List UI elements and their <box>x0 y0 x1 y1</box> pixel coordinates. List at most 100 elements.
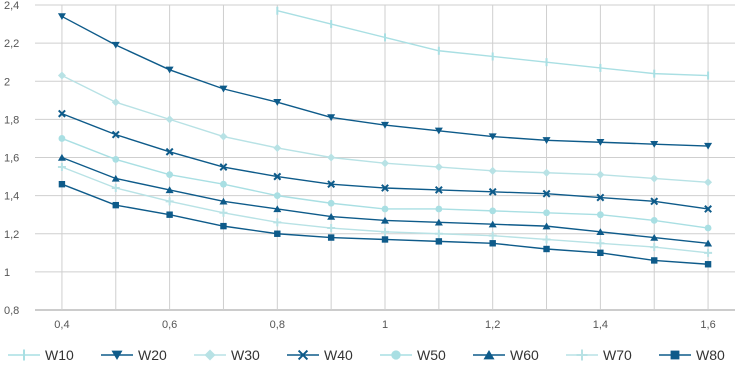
data-point <box>704 248 713 257</box>
data-point <box>58 180 66 188</box>
series-lines <box>57 6 713 268</box>
x-tick-label: 1 <box>382 319 388 331</box>
data-point <box>704 178 713 187</box>
legend-label: W30 <box>231 347 260 363</box>
data-point <box>111 98 120 107</box>
data-point <box>381 159 389 168</box>
data-point <box>488 187 497 196</box>
data-point <box>542 235 551 244</box>
data-point <box>596 239 605 248</box>
data-point <box>297 349 309 361</box>
data-point <box>434 218 443 226</box>
data-point <box>204 349 216 361</box>
data-point <box>488 133 497 141</box>
y-tick-label: 1,8 <box>4 114 19 126</box>
data-point <box>165 147 174 156</box>
data-point <box>327 114 336 122</box>
legend-item: W40 <box>287 347 353 363</box>
data-point <box>650 243 659 252</box>
legend-item: W20 <box>101 347 167 363</box>
data-point <box>327 199 335 207</box>
data-point <box>670 350 680 360</box>
data-point <box>57 163 66 172</box>
data-point <box>650 217 658 224</box>
data-point <box>58 135 66 142</box>
data-point <box>596 193 605 202</box>
data-point <box>434 127 443 135</box>
data-point <box>542 137 551 144</box>
data-point <box>111 350 123 360</box>
data-point <box>381 236 389 243</box>
data-point <box>273 205 282 213</box>
series-w80 <box>58 180 712 268</box>
data-point <box>704 261 712 268</box>
data-point <box>220 222 227 230</box>
data-point <box>273 143 282 152</box>
data-point <box>273 172 282 181</box>
y-tick-label: 1,2 <box>4 229 19 241</box>
legend-label: W70 <box>603 347 632 363</box>
data-point <box>165 115 174 124</box>
data-point <box>327 234 335 241</box>
data-point <box>112 156 120 163</box>
data-point <box>327 180 336 189</box>
data-point <box>488 166 497 175</box>
data-point <box>483 350 495 360</box>
legend-item: W30 <box>194 347 260 363</box>
data-point <box>273 218 282 227</box>
legend-label: W40 <box>324 347 353 363</box>
data-point <box>543 245 550 253</box>
data-point <box>219 197 228 205</box>
data-point <box>381 227 389 236</box>
data-point <box>488 231 497 240</box>
data-point <box>704 142 713 150</box>
data-point <box>273 99 282 106</box>
data-point <box>596 228 605 236</box>
data-point <box>435 205 443 213</box>
series-w20 <box>57 13 713 150</box>
data-point <box>596 170 605 179</box>
data-point <box>542 168 551 177</box>
data-point <box>597 249 604 257</box>
axis-ticks: 0,8 1 1,2 1,4 1,6 1,8 2 2,2 2,4 0,4 0,6 0,8 1 1,2 1,4 1… <box>4 0 716 331</box>
legend: W10 W20 W30 W40 W50 W60 W70 W80 <box>8 347 725 363</box>
data-point <box>112 201 119 209</box>
data-point <box>219 132 228 141</box>
x-tick-label: 1,6 <box>700 319 715 331</box>
data-point <box>165 66 174 74</box>
data-point <box>327 212 336 220</box>
data-point <box>220 180 227 188</box>
data-point <box>327 224 336 233</box>
data-point <box>489 240 496 247</box>
data-point <box>704 239 713 247</box>
data-point <box>596 139 605 146</box>
x-tick-label: 0,4 <box>54 319 69 331</box>
legend-label: W80 <box>696 347 725 363</box>
data-point <box>650 233 659 241</box>
legend-item: W50 <box>380 347 446 363</box>
series-w70 <box>57 163 713 257</box>
data-point <box>273 192 281 200</box>
legend-item: W70 <box>566 347 632 363</box>
data-point <box>381 184 389 192</box>
data-point <box>650 197 659 206</box>
data-point <box>165 186 174 194</box>
data-point <box>381 216 389 224</box>
data-point <box>165 197 174 206</box>
series-w10 <box>276 6 710 80</box>
data-point <box>650 140 659 148</box>
data-point <box>111 41 120 49</box>
data-point <box>381 205 389 213</box>
data-point <box>651 257 658 264</box>
data-point <box>488 220 497 228</box>
series-w40 <box>58 109 712 213</box>
data-point <box>219 85 228 93</box>
data-point <box>391 350 401 360</box>
data-point <box>543 209 550 217</box>
data-point <box>327 153 336 162</box>
series-w60 <box>57 153 713 247</box>
data-point <box>704 205 712 213</box>
grid-lines <box>35 4 735 311</box>
data-point <box>219 208 228 217</box>
data-point <box>434 163 443 172</box>
